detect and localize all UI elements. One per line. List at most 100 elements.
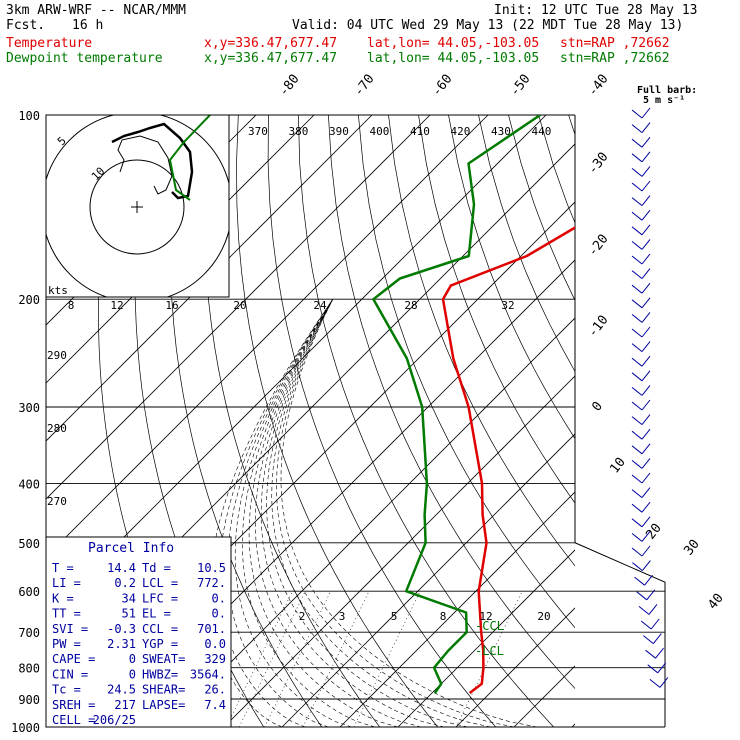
parcel-info-cell: 206/25	[93, 713, 136, 727]
parcel-info-cell: LCL =	[142, 576, 178, 590]
wind-barb	[641, 341, 651, 352]
wind-barb	[631, 226, 643, 236]
wind-barb	[641, 531, 651, 542]
isotherm	[223, 375, 575, 727]
wind-barb	[636, 591, 648, 601]
isotherm	[46, 115, 373, 442]
wind-barb	[647, 664, 659, 674]
dry-adiabat	[689, 115, 740, 727]
wind-barb	[631, 474, 643, 484]
wind-barb	[631, 547, 643, 557]
moist-adiabat	[242, 299, 375, 727]
pressure-label: 800	[18, 662, 40, 676]
mixing-ratio-label: 20	[537, 610, 550, 623]
wind-barb	[631, 518, 643, 528]
parcel-info-cell: 0.	[212, 607, 226, 621]
wind-barb	[631, 343, 643, 352]
wind-barb	[631, 328, 643, 338]
parcel-info-cell: 24.5	[107, 683, 136, 697]
theta-label: 270	[47, 495, 67, 508]
parcel-info-cell: SWEAT=	[142, 652, 185, 666]
hodograph-units: kts	[48, 284, 68, 297]
moist-adiabat	[234, 299, 352, 727]
parcel-info-cell: T =	[52, 561, 74, 575]
theta-e-label: 430	[491, 125, 511, 138]
parcel-info-cell: SHEAR=	[142, 683, 185, 697]
wind-barb	[659, 677, 669, 688]
theta-e-label: 370	[248, 125, 268, 138]
dry-adiabat	[538, 115, 575, 224]
isotherm	[571, 723, 575, 727]
wind-barb	[641, 443, 651, 455]
parcel-info-cell: PW =	[52, 637, 81, 651]
pressure-label: 600	[18, 585, 40, 599]
wind-barb	[641, 487, 651, 498]
isotherm	[46, 115, 431, 500]
wind-barb	[646, 589, 656, 601]
pressure-label: 500	[18, 537, 40, 551]
wind-barb	[643, 635, 654, 644]
wind-barb	[641, 268, 651, 279]
parcel-info-cell: CELL =	[52, 713, 95, 727]
wind-barb	[631, 460, 643, 469]
wind-barb	[631, 533, 643, 542]
wind-barb	[631, 211, 643, 221]
parcel-info-cell: YGP =	[142, 637, 178, 651]
wind-barb	[641, 560, 651, 571]
temperature-legend-station: stn=RAP ,72662	[560, 36, 670, 51]
wind-barb	[641, 195, 651, 206]
isotherm-label: 0	[589, 399, 606, 414]
wind-barb	[641, 326, 651, 338]
wind-barb	[631, 314, 643, 323]
mixing-ratio-label: 3	[339, 610, 346, 623]
wind-barb	[631, 430, 643, 440]
parcel-info-cell: CAPE =	[52, 652, 95, 666]
theta-e-label: 420	[451, 125, 471, 138]
parcel-info-cell: 3564.	[190, 667, 226, 681]
pressure-label: 100	[18, 109, 40, 123]
parcel-info-cell: LI =	[52, 576, 81, 590]
wind-barb	[650, 618, 660, 630]
wind-barb	[652, 633, 662, 644]
moist-adiabat	[227, 299, 334, 727]
pressure-label: 700	[18, 626, 40, 640]
wind-barb	[641, 501, 651, 513]
dry-adiabat	[358, 115, 575, 629]
isotherm	[165, 317, 575, 727]
parcel-info-cell: 0	[129, 652, 136, 666]
wind-barb	[641, 312, 651, 323]
isotherm-label: 30	[681, 537, 702, 559]
parcel-info-cell: CCL =	[142, 622, 178, 636]
parcel-info-cell: 329	[204, 652, 226, 666]
wind-barb	[641, 282, 651, 294]
isotherm	[46, 115, 547, 616]
hodograph-speed-label: 12	[110, 299, 123, 312]
pressure-label: 400	[18, 477, 40, 491]
dry-adiabat	[388, 115, 575, 567]
wind-barb	[641, 385, 651, 396]
frame-right-lower	[574, 542, 666, 727]
mixing-ratio-label: 8	[440, 610, 447, 623]
dry-adiabat	[203, 115, 380, 727]
wind-barbs	[631, 107, 669, 688]
theta-e-label: 400	[370, 125, 390, 138]
parcel-info-cell: 26.	[204, 683, 226, 697]
wind-barb	[632, 562, 643, 571]
wind-barb	[641, 370, 651, 382]
wind-barb	[644, 574, 653, 586]
wind-barb	[641, 545, 651, 557]
wind-barb	[631, 372, 643, 382]
isotherm	[397, 549, 575, 727]
parcel-info-box	[45, 536, 232, 728]
isotherm	[281, 433, 575, 727]
parcel-info-cell: K =	[52, 591, 74, 605]
wind-barb	[631, 255, 643, 265]
wind-barb	[641, 414, 651, 425]
parcel-info-cell: -0.3	[107, 622, 136, 636]
isotherm	[339, 491, 575, 727]
dry-adiabat	[328, 115, 575, 690]
wind-barb	[641, 180, 651, 192]
hodograph-dewpoint-segment	[168, 115, 211, 201]
isotherm	[455, 607, 575, 727]
